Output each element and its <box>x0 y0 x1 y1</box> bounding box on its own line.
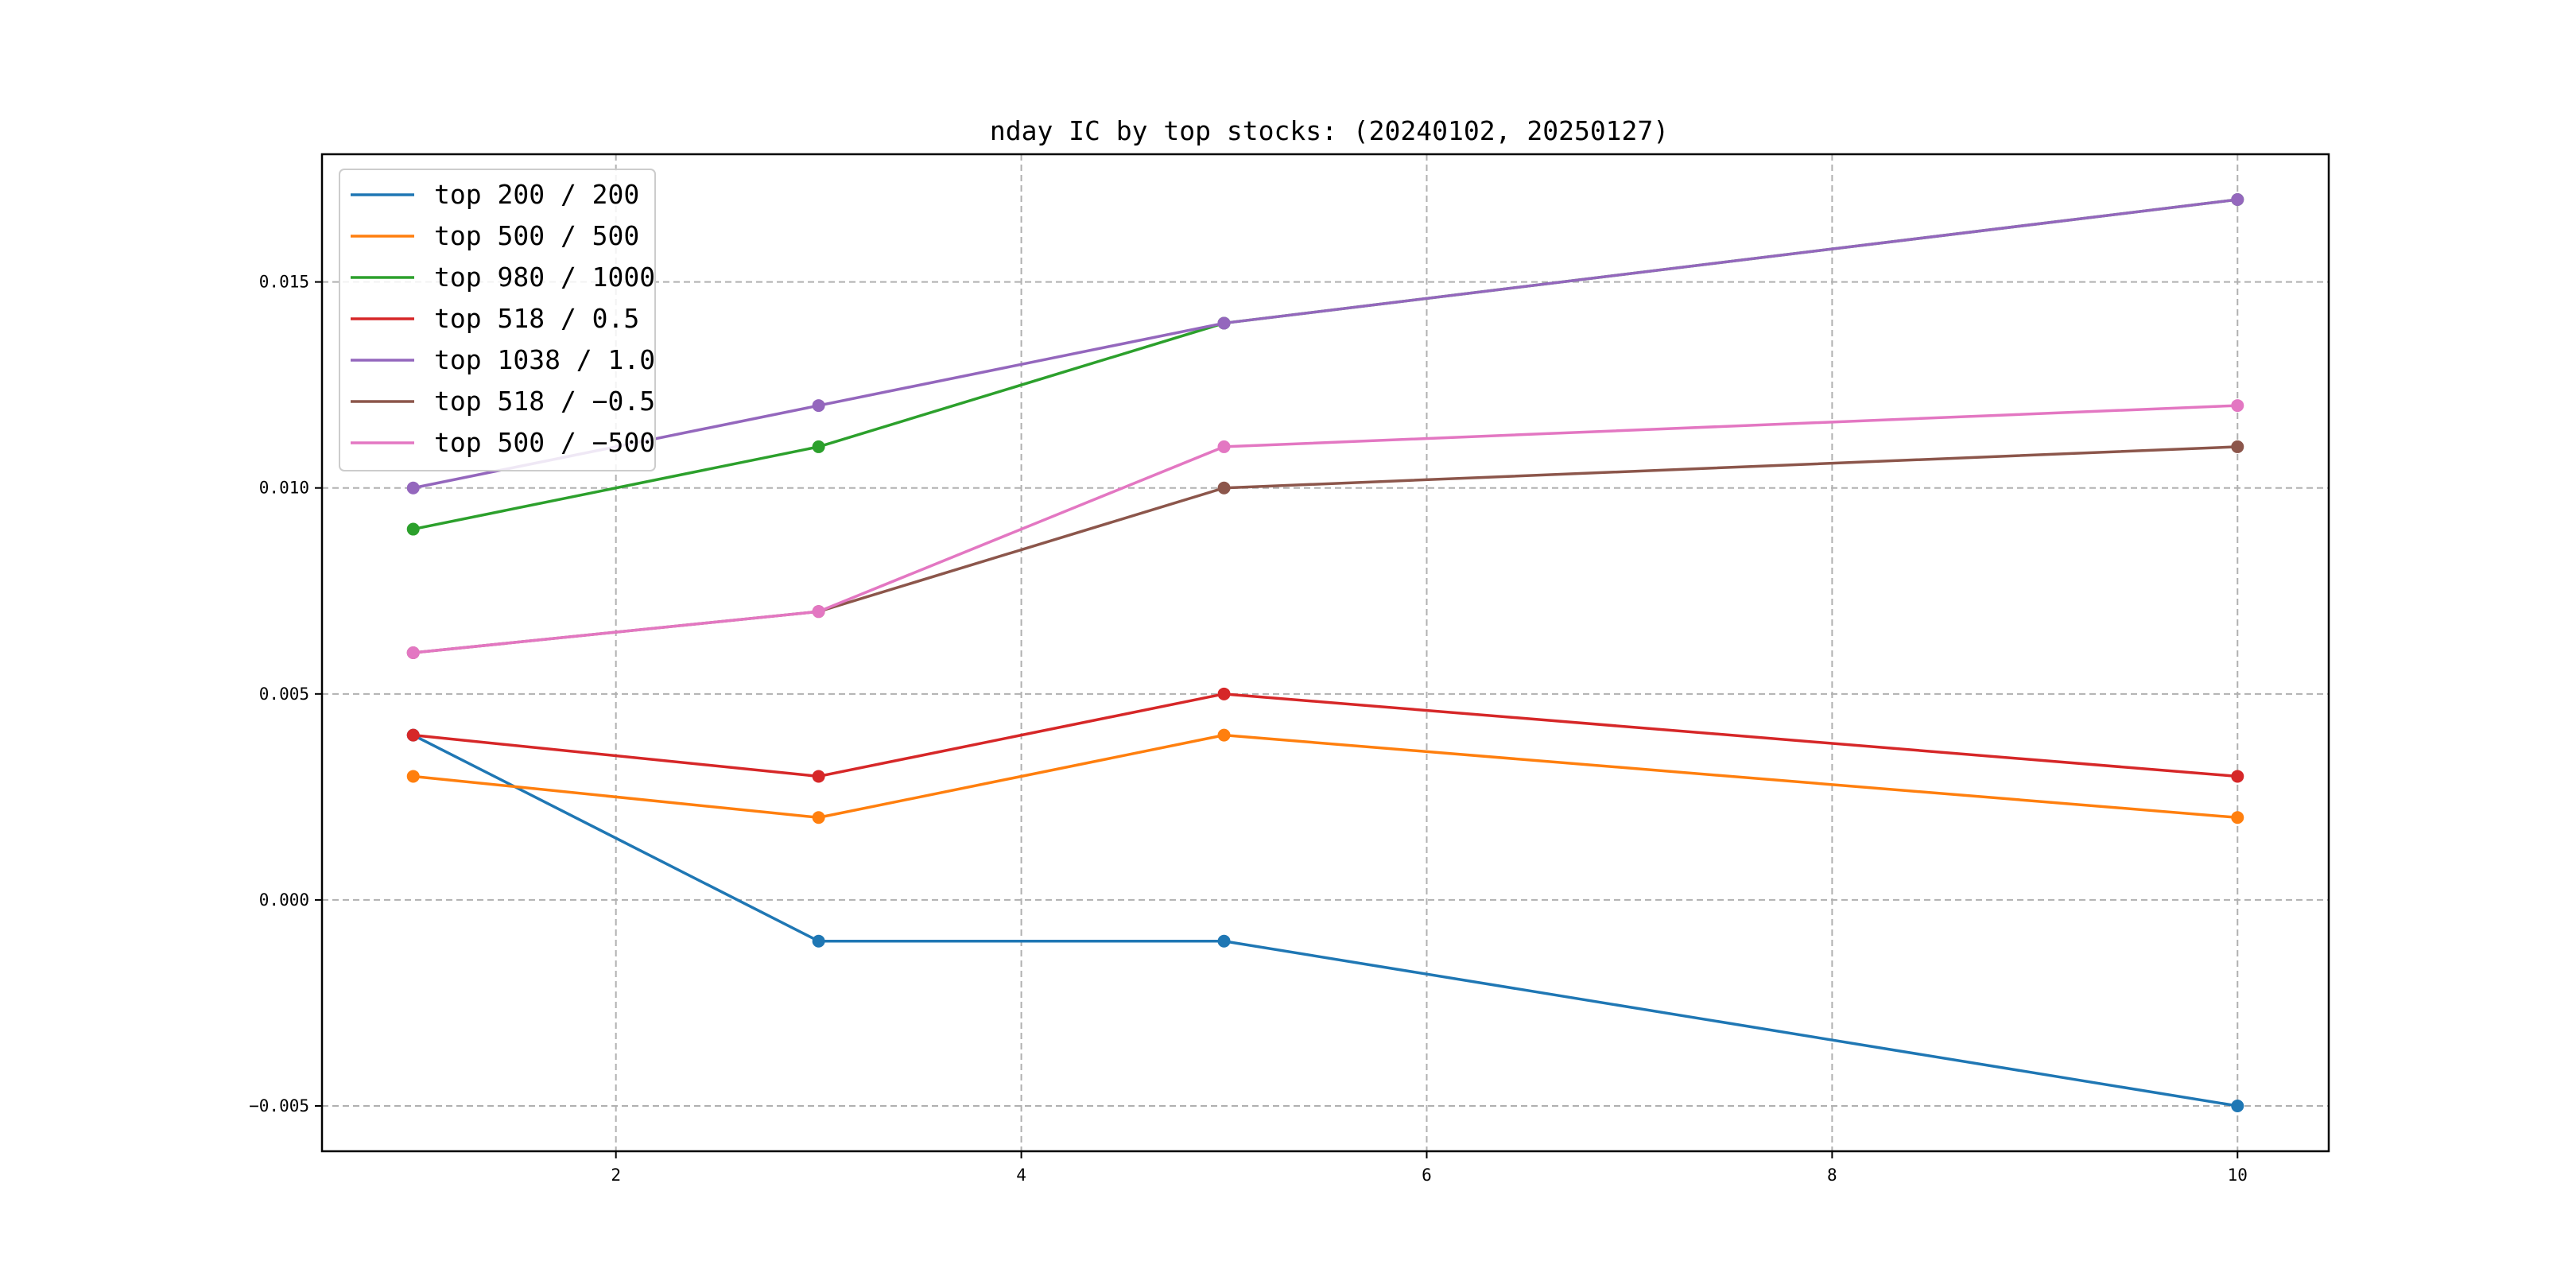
data-point <box>812 934 825 948</box>
legend-item: top 518 / 0.5 <box>351 303 639 334</box>
chart-title: nday IC by top stocks: (20240102, 202501… <box>990 115 1669 146</box>
series-7 <box>406 399 2244 659</box>
data-point <box>2231 399 2244 413</box>
x-tick-label: 2 <box>611 1166 621 1185</box>
legend-label: top 200 / 200 <box>434 179 639 210</box>
legend: top 200 / 200 top 500 / 500 top 980 / 1000… <box>339 169 656 471</box>
legend-box <box>339 169 656 471</box>
data-point <box>406 728 420 742</box>
y-tick-label: 0.010 <box>259 479 309 498</box>
data-point <box>2231 811 2244 824</box>
data-point <box>406 522 420 536</box>
x-tick-label: 8 <box>1827 1166 1837 1185</box>
x-tick-label: 6 <box>1422 1166 1432 1185</box>
series-line <box>413 404 2238 654</box>
data-point <box>406 646 420 659</box>
y-tick-label: −0.005 <box>249 1096 309 1115</box>
data-point <box>2231 770 2244 783</box>
series-4 <box>406 687 2244 783</box>
data-point <box>406 770 420 783</box>
data-point <box>2231 440 2244 453</box>
data-point <box>1217 481 1231 495</box>
x-tick-label: 4 <box>1016 1166 1026 1185</box>
legend-label: top 518 / −0.5 <box>434 386 655 417</box>
plot-frame <box>320 153 2330 1153</box>
y-tick-label: 0.000 <box>259 890 309 910</box>
data-point <box>812 399 825 413</box>
series-2 <box>406 728 2244 824</box>
data-point <box>812 440 825 453</box>
data-point <box>2231 1100 2244 1112</box>
legend-label: top 500 / −500 <box>434 427 655 458</box>
data-point <box>406 481 420 495</box>
y-axis: −0.005 0.000 0.005 0.010 0.015 <box>249 273 322 1115</box>
data-point <box>1217 687 1231 700</box>
data-point <box>812 770 825 783</box>
data-point <box>812 811 825 824</box>
data-point <box>1217 440 1231 453</box>
legend-item: top 500 / −500 <box>351 427 655 458</box>
legend-item: top 1038 / 1.0 <box>351 344 655 375</box>
legend-items: top 200 / 200 top 500 / 500 top 980 / 1000… <box>351 179 655 458</box>
data-point <box>1217 316 1231 330</box>
plot-area <box>320 153 2330 1153</box>
legend-item: top 200 / 200 <box>351 179 639 210</box>
series-line <box>413 692 2238 778</box>
series-line <box>413 733 2238 820</box>
series-line <box>412 734 2238 1108</box>
legend-item: top 500 / 500 <box>351 220 639 251</box>
plot-background <box>322 154 2329 1151</box>
legend-item: top 980 / 1000 <box>351 262 655 293</box>
y-tick-label: 0.015 <box>259 273 309 292</box>
data-point <box>1217 934 1231 948</box>
grid-lines <box>322 154 2329 1151</box>
x-tick-label: 10 <box>2228 1166 2248 1185</box>
x-axis: 2 4 6 8 10 <box>611 1151 2248 1185</box>
legend-label: top 1038 / 1.0 <box>434 344 655 375</box>
legend-label: top 500 / 500 <box>434 220 639 251</box>
data-point <box>2231 193 2244 206</box>
data-point <box>1217 728 1231 742</box>
legend-item: top 518 / −0.5 <box>351 386 655 417</box>
legend-label: top 980 / 1000 <box>434 262 655 293</box>
data-point <box>812 605 825 619</box>
y-tick-label: 0.005 <box>259 685 309 704</box>
legend-label: top 518 / 0.5 <box>434 303 639 334</box>
